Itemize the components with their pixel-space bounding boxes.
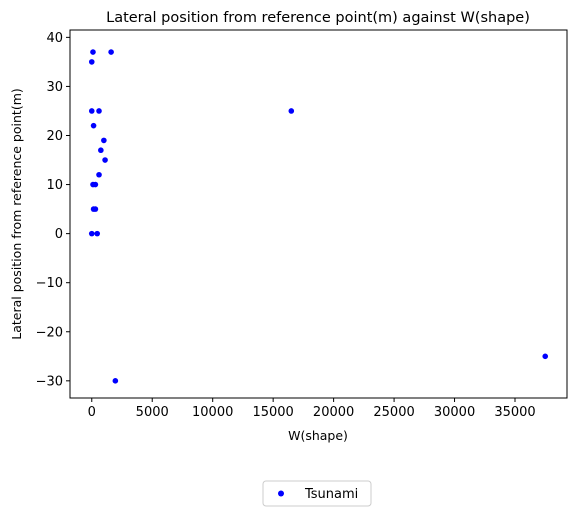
x-tick-label: 35000 <box>494 405 535 420</box>
legend-box <box>262 480 372 507</box>
chart-title: Lateral position from reference point(m)… <box>106 10 530 26</box>
x-axis-ticks: 0 5000 10000 15000 20000 25000 30000 35000 <box>88 398 536 420</box>
data-point <box>90 49 96 55</box>
legend-marker-tsunami <box>278 490 284 497</box>
y-tick-label: 20 <box>46 129 63 144</box>
data-point <box>108 49 114 55</box>
x-tick-label: 20000 <box>313 405 354 420</box>
data-point <box>102 157 108 163</box>
y-tick-label: −20 <box>36 325 63 340</box>
legend: Tsunami <box>262 480 372 507</box>
y-tick-label: 40 <box>46 31 63 46</box>
axes-frame <box>69 29 568 399</box>
x-axis-label: W(shape) <box>288 428 348 443</box>
x-tick-label: 5000 <box>136 405 169 420</box>
data-point <box>88 59 95 65</box>
x-tick-label: 10000 <box>192 405 233 420</box>
y-axis-ticks: −30 −20 −10 0 10 20 30 40 <box>36 31 70 389</box>
y-tick-label: −10 <box>36 276 63 291</box>
y-tick-label: −30 <box>36 374 63 389</box>
data-points <box>88 49 549 384</box>
data-point <box>96 171 102 178</box>
data-point <box>88 230 95 237</box>
data-point <box>94 230 101 237</box>
x-tick-label: 0 <box>88 405 96 420</box>
data-point <box>92 181 99 188</box>
x-tick-label: 30000 <box>434 405 475 420</box>
x-tick-label: 15000 <box>252 405 293 420</box>
data-point <box>101 137 107 144</box>
y-tick-label: 0 <box>55 227 63 242</box>
y-tick-label: 10 <box>46 178 63 193</box>
x-tick-label: 25000 <box>373 405 414 420</box>
y-tick-label: 30 <box>46 80 63 95</box>
data-point <box>98 147 104 154</box>
plot-area: 0 5000 10000 15000 20000 25000 30000 35000 −30−… <box>36 29 568 420</box>
data-point <box>90 122 97 129</box>
data-point <box>96 108 102 114</box>
legend-label-tsunami: Tsunami <box>304 487 358 502</box>
data-point <box>542 353 549 360</box>
y-axis-label: Lateral position from reference point(m) <box>9 88 24 339</box>
data-point <box>288 108 295 114</box>
data-point <box>112 378 119 384</box>
data-point <box>88 108 95 114</box>
data-point <box>92 206 99 212</box>
